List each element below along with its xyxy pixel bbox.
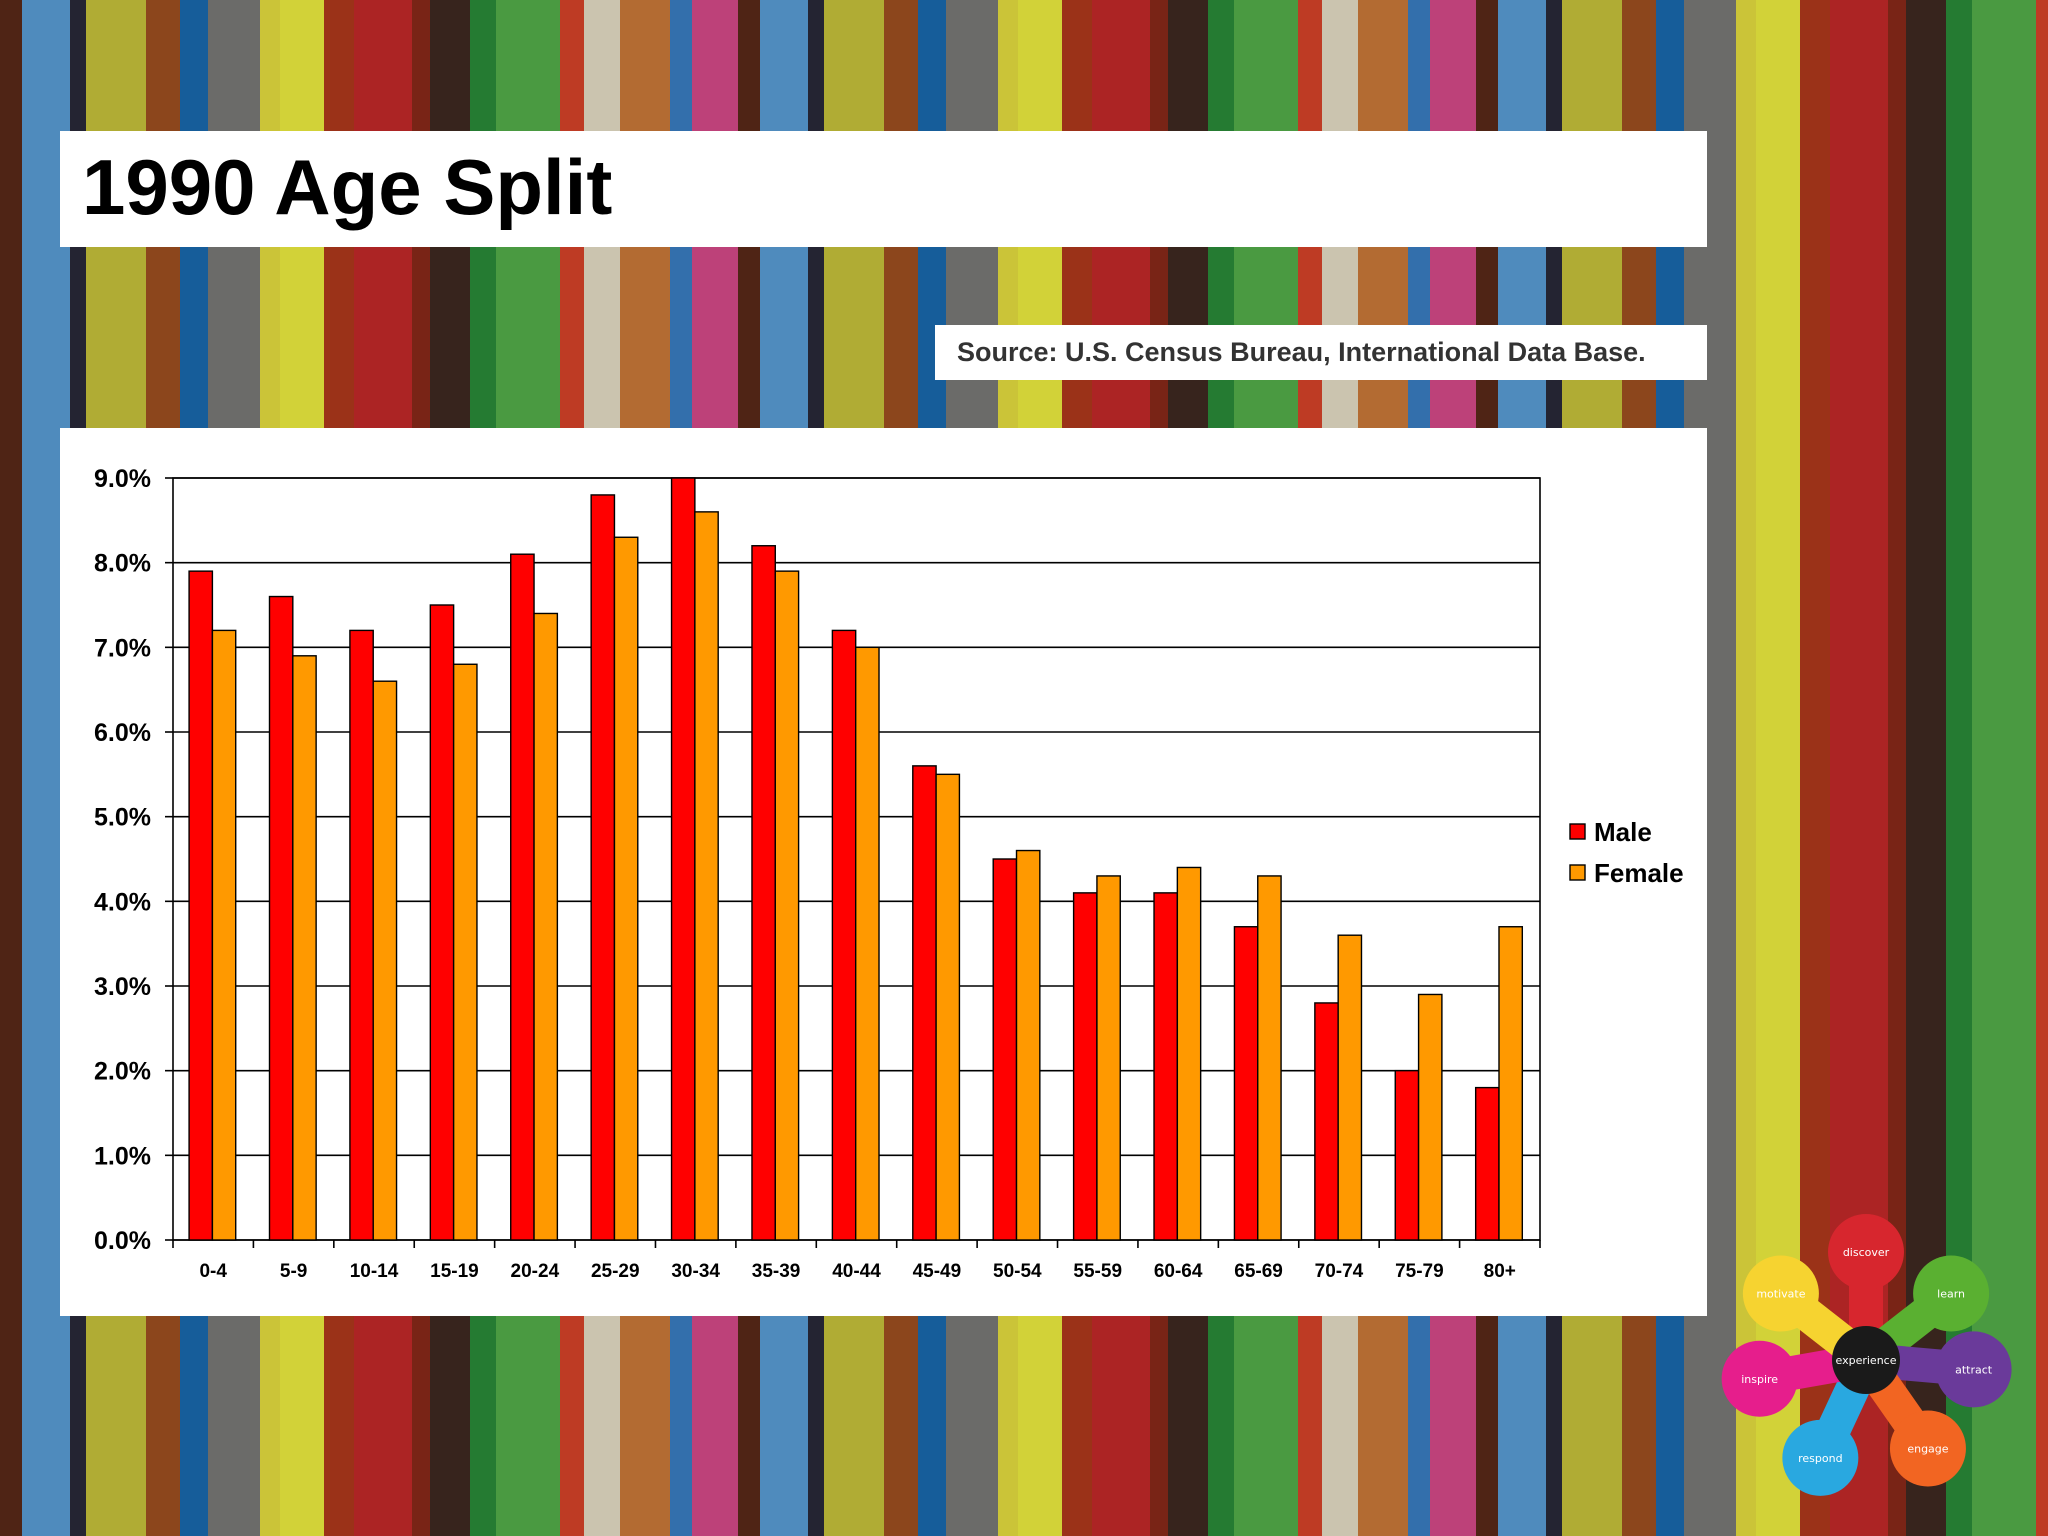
logo-petal xyxy=(1828,1214,1904,1290)
background-stripe xyxy=(1888,0,1907,1536)
bar-male xyxy=(349,629,374,1241)
bar-female xyxy=(211,629,237,1241)
x-tick-label: 60-64 xyxy=(1154,1261,1203,1282)
logo-petal xyxy=(1782,1419,1859,1496)
legend-label-male: Male xyxy=(1594,817,1652,847)
chart-panel: 0.0% 1.0% 2.0% 3.0% 4.0% 5.0% 6.0% 7.0% 8.0% 9.0%… xyxy=(60,428,1707,1316)
x-tick-label: 75-79 xyxy=(1395,1261,1444,1282)
y-tick-label: 5.0% xyxy=(94,804,151,832)
y-tick-label: 8.0% xyxy=(94,550,151,578)
x-tick-label: 40-44 xyxy=(832,1261,881,1282)
bar-female xyxy=(1337,934,1363,1241)
y-tick-label: 6.0% xyxy=(94,719,151,747)
bar-male xyxy=(1314,1002,1339,1241)
bar-male xyxy=(1394,1069,1420,1241)
x-tick-label: 70-74 xyxy=(1315,1261,1364,1282)
bar-female xyxy=(694,511,719,1241)
x-tick-label: 35-39 xyxy=(752,1261,801,1282)
legend-swatch-male xyxy=(1569,823,1586,840)
bar-male xyxy=(751,545,776,1241)
bar-female xyxy=(1257,875,1282,1241)
legend-label-female: Female xyxy=(1594,858,1684,888)
title-banner: 1990 Age Split xyxy=(60,131,1707,247)
y-tick-label: 1.0% xyxy=(94,1142,151,1170)
logo-petal-label: motivate xyxy=(1756,1288,1805,1301)
bar-male xyxy=(992,858,1018,1241)
background-stripe xyxy=(2036,0,2048,1536)
y-tick-label: 2.0% xyxy=(94,1058,151,1086)
logo-petal xyxy=(1721,1340,1798,1417)
bar-female xyxy=(292,655,317,1241)
bar-male xyxy=(1072,892,1098,1241)
y-tick-label: 9.0% xyxy=(94,465,151,493)
x-tick-label: 25-29 xyxy=(591,1261,640,1282)
x-tick-label: 20-24 xyxy=(511,1261,560,1282)
bar-female xyxy=(774,570,800,1241)
bar-female xyxy=(854,646,880,1241)
bar-female xyxy=(613,536,639,1241)
y-tick-label: 3.0% xyxy=(94,973,151,1001)
bar-female xyxy=(1096,875,1121,1241)
bar-male xyxy=(429,604,455,1241)
logo-petal-label: engage xyxy=(1907,1442,1948,1455)
logo-petal-label: attract xyxy=(1955,1363,1993,1376)
slide-title: 1990 Age Split xyxy=(82,143,613,231)
logo-petal-label: inspire xyxy=(1741,1373,1778,1386)
bar-female xyxy=(1498,926,1524,1241)
x-tick-label: 15-19 xyxy=(430,1261,479,1282)
bar-female xyxy=(452,663,478,1241)
logo-petal xyxy=(1742,1255,1819,1332)
logo-petal-label: discover xyxy=(1843,1246,1890,1259)
bar-male xyxy=(831,629,857,1241)
bar-male xyxy=(1233,926,1259,1241)
bar-male xyxy=(912,765,937,1241)
x-tick-label: 0-4 xyxy=(199,1261,227,1282)
logo-petal-label: respond xyxy=(1798,1452,1842,1465)
bar-female xyxy=(533,612,559,1241)
source-banner: Source: U.S. Census Bureau, Internationa… xyxy=(935,325,1707,380)
bar-male xyxy=(590,494,616,1241)
bar-female xyxy=(1417,993,1443,1241)
y-tick-label: 7.0% xyxy=(94,634,151,662)
background-stripe xyxy=(0,0,23,1536)
bar-male xyxy=(1153,892,1179,1241)
bar-male xyxy=(510,553,535,1241)
bar-male xyxy=(1474,1086,1500,1241)
bar-female xyxy=(372,680,398,1241)
x-tick-label: 50-54 xyxy=(993,1261,1042,1282)
logo-petal-label: learn xyxy=(1937,1288,1965,1301)
bar-chart: 0.0% 1.0% 2.0% 3.0% 4.0% 5.0% 6.0% 7.0% 8.0% 9.0%… xyxy=(94,465,1684,1282)
logo-petal xyxy=(1935,1331,2012,1408)
bar-female xyxy=(935,773,961,1241)
background-stripe xyxy=(1736,0,1757,1536)
logo-petal xyxy=(1913,1255,1990,1332)
x-tick-label: 45-49 xyxy=(913,1261,962,1282)
y-tick-label: 0.0% xyxy=(94,1227,151,1255)
x-tick-label: 30-34 xyxy=(671,1261,720,1282)
logo-center-label: experience xyxy=(1836,1354,1897,1367)
x-tick-label: 10-14 xyxy=(350,1261,399,1282)
bar-female xyxy=(1015,849,1041,1241)
x-tick-label: 80+ xyxy=(1484,1261,1516,1282)
source-note: Source: U.S. Census Bureau, Internationa… xyxy=(957,337,1646,367)
x-tick-label: 65-69 xyxy=(1234,1261,1283,1282)
logo-center xyxy=(1832,1326,1900,1394)
legend-swatch-female xyxy=(1569,864,1586,881)
x-tick-label: 55-59 xyxy=(1073,1261,1122,1282)
experience-flower-logo: discover learn attract engage respond inspire… xyxy=(1721,1214,2012,1496)
bar-male xyxy=(188,570,214,1241)
bar-male xyxy=(670,477,696,1241)
y-tick-label: 4.0% xyxy=(94,888,151,916)
x-tick-label: 5-9 xyxy=(280,1261,307,1282)
bar-female xyxy=(1176,866,1202,1241)
bar-male xyxy=(268,595,294,1241)
logo-petal xyxy=(1889,1410,1966,1487)
